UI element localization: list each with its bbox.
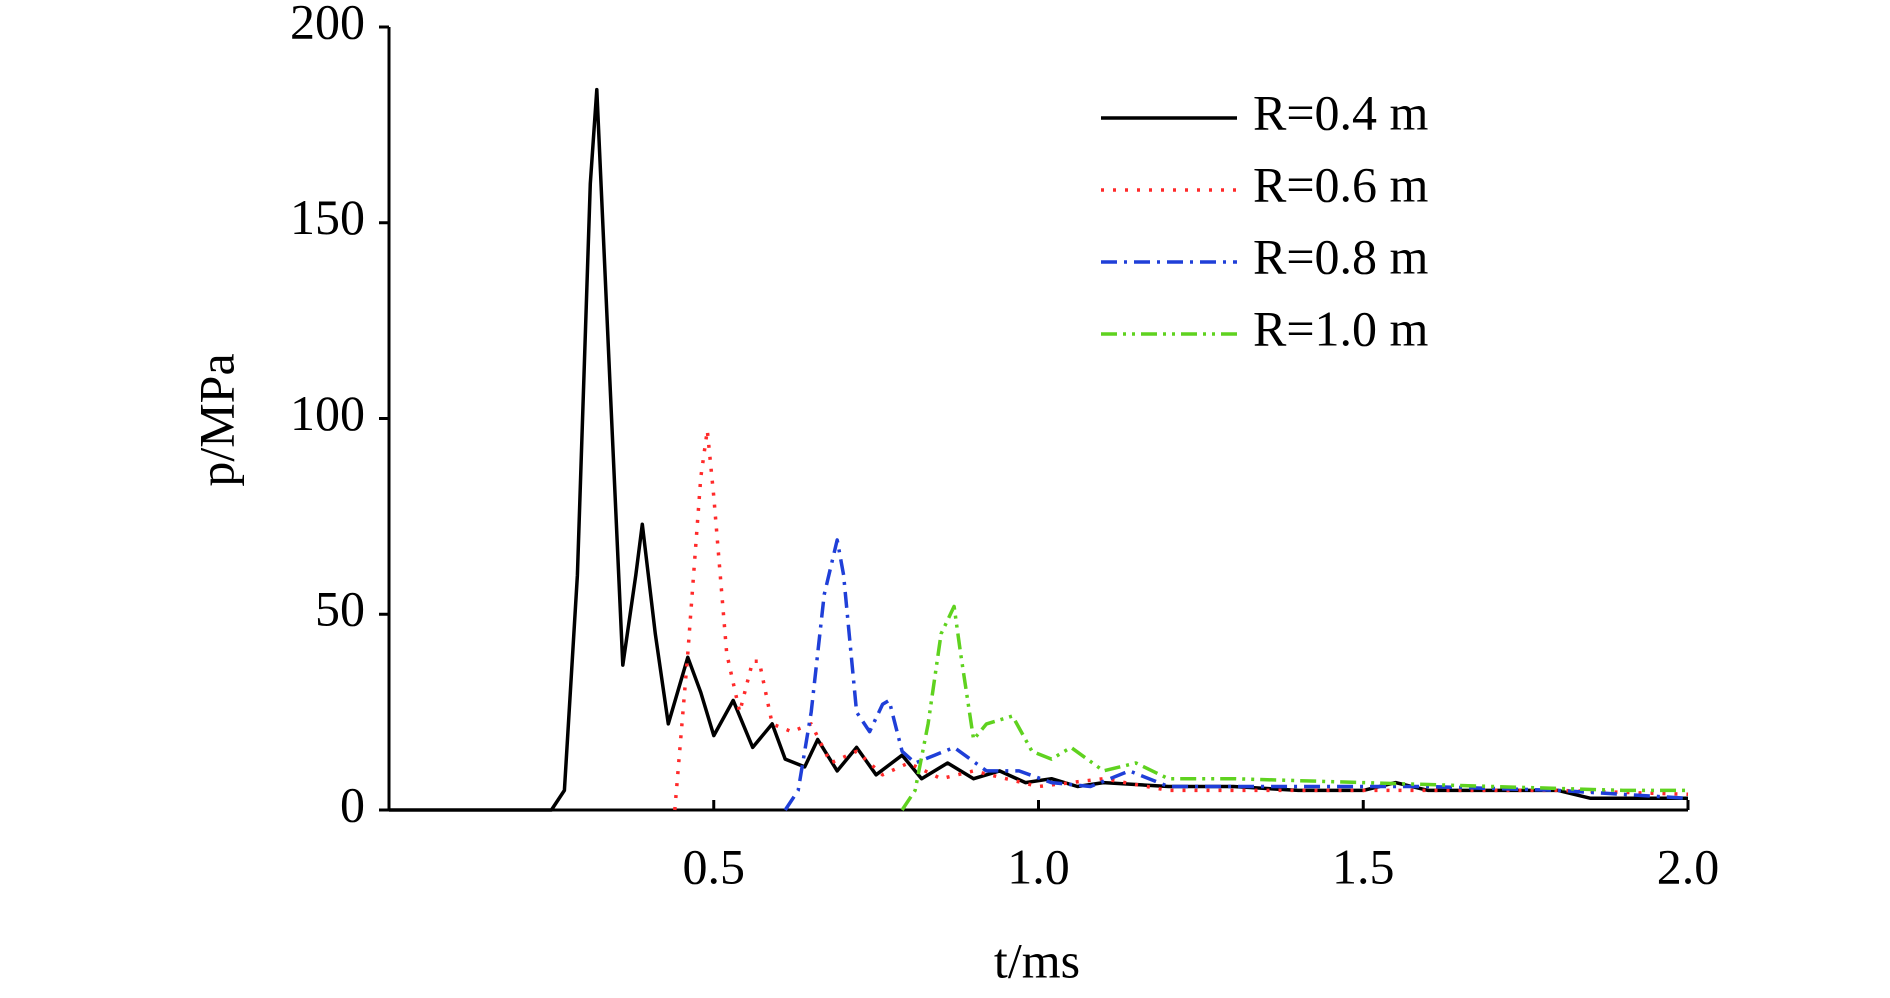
legend-label: R=1.0 m xyxy=(1253,300,1429,356)
legend-label: R=0.8 m xyxy=(1253,228,1429,284)
legend-label: R=0.6 m xyxy=(1253,156,1429,212)
y-tick-label: 200 xyxy=(290,0,365,49)
x-tick-label: 2.0 xyxy=(1657,838,1720,894)
y-tick-label: 50 xyxy=(315,581,365,637)
y-tick-label: 150 xyxy=(290,189,365,245)
series-line xyxy=(389,87,1688,812)
x-axis-title: t/ms xyxy=(994,932,1080,988)
x-tick-label: 0.5 xyxy=(683,838,746,894)
x-tick-label: 1.0 xyxy=(1007,838,1070,894)
legend-label: R=0.4 m xyxy=(1253,84,1429,140)
y-axis-title: p/MPa xyxy=(188,353,244,486)
series-line xyxy=(783,538,1689,811)
y-tick-label: 100 xyxy=(290,385,365,441)
y-tick-label: 0 xyxy=(340,776,365,832)
x-tick-label: 1.5 xyxy=(1332,838,1395,894)
series-line xyxy=(900,604,1688,811)
